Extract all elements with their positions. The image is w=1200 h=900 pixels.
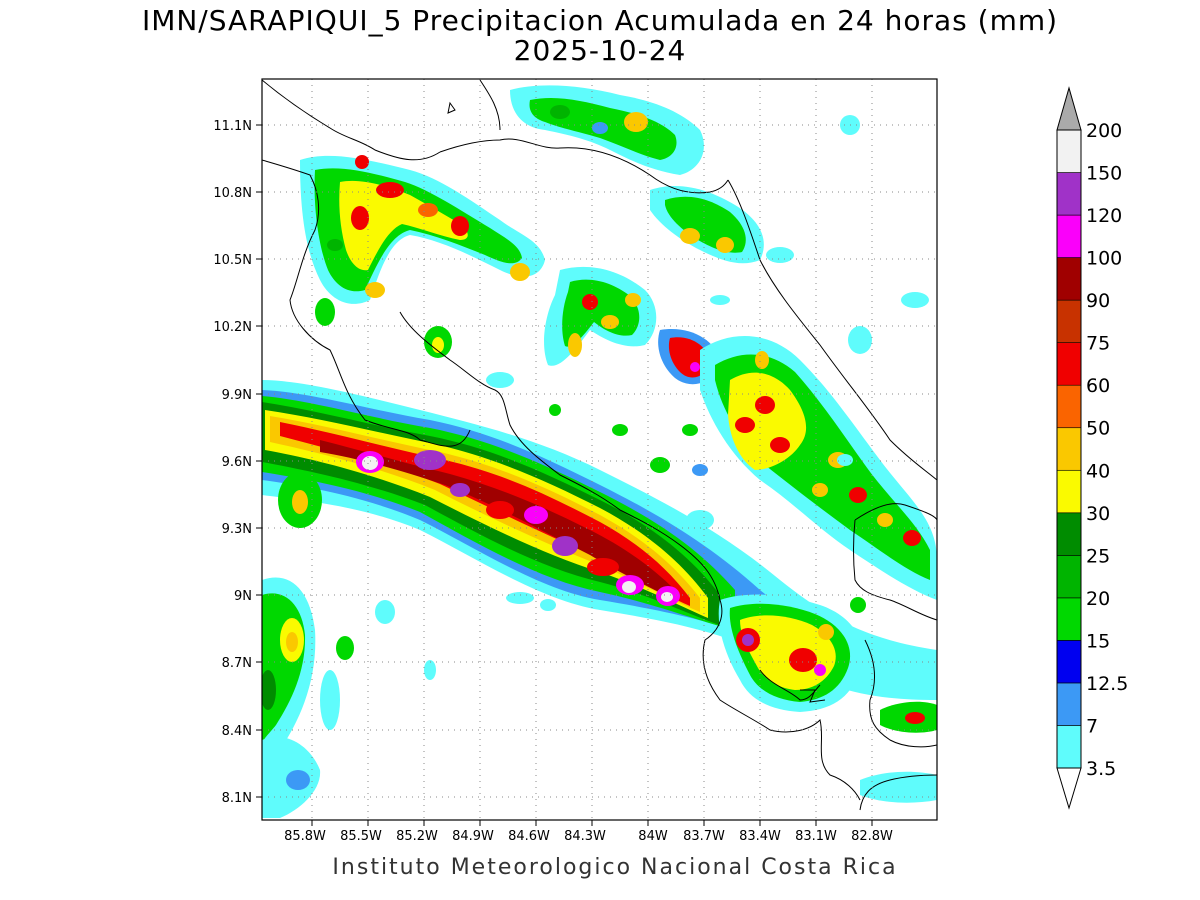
colorbar-label: 20 [1086,588,1110,610]
latitude-labels: 11.1N 10.8N 10.5N 10.2N 9.9N 9.6N 9.3N 9… [213,119,252,806]
colorbar-band [1056,342,1082,386]
central-north-cells [315,263,720,385]
colorbar-band [1056,384,1082,429]
colorbar-label: 200 [1086,120,1122,142]
axis-ticks [256,124,873,826]
map-title: IMN/SARAPIQUI_5 Precipitacion Acumulada … [141,4,1059,37]
map-date: 2025-10-24 [513,34,687,67]
lat-label: 10.2N [213,320,252,335]
colorbar-label: 120 [1086,205,1122,227]
colorbar-max-arrow [1056,86,1082,131]
lon-label: 83.1W [795,829,837,844]
lon-label: 84.3W [564,829,606,844]
lat-label: 8.1N [222,791,252,806]
colorbar-legend: 3.5 7 12.5 15 20 25 30 40 50 60 75 90 100 120 150 200 [1056,86,1128,810]
scattered-rain-cells [424,115,929,680]
lat-label: 10.5N [213,253,252,268]
colorbar-label: 30 [1086,503,1110,525]
lat-label: 9N [234,589,252,604]
lat-label: 9.3N [222,522,252,537]
lon-label: 85.2W [396,829,438,844]
map-frame [261,78,938,821]
southeast-rain-cluster [718,594,937,803]
colorbar-label: 15 [1086,630,1110,652]
lon-label: 83.7W [683,829,725,844]
colorbar-band [1056,427,1082,471]
lon-label: 84.9W [452,829,494,844]
lon-label: 84W [638,829,668,844]
lon-label: 82.8W [851,829,893,844]
colorbar-label: 150 [1086,163,1122,185]
lat-label: 8.4N [222,724,252,739]
country-borders [262,79,937,811]
lat-label: 9.6N [222,455,252,470]
longitude-labels: 85.8W 85.5W 85.2W 84.9W 84.6W 84.3W 84W … [284,829,893,844]
precipitation-field [262,85,937,818]
colorbar-label: 60 [1086,375,1110,397]
colorbar-outline [1056,129,1082,769]
colorbar-label: 100 [1086,248,1122,270]
colorbar-band [1056,512,1082,556]
lon-label: 85.8W [284,829,326,844]
colorbar-band [1056,682,1082,726]
colorbar-label: 3.5 [1086,758,1116,780]
colorbar-band [1056,469,1082,514]
colorbar-band [1056,257,1082,301]
lon-label: 84.6W [508,829,550,844]
colorbar-label: 40 [1086,460,1110,482]
colorbar-label: 7 [1086,715,1098,737]
colorbar-band [1056,555,1082,599]
colorbar-label: 25 [1086,545,1110,567]
colorbar-band [1056,214,1082,258]
map-footer: Instituto Meteorologico Nacional Costa R… [332,855,898,880]
colorbar-band [1056,172,1082,216]
colorbar-label: 12.5 [1086,673,1128,695]
colorbar-min-arrow [1056,767,1082,810]
lat-label: 9.9N [222,388,252,403]
north-rain-cluster [510,85,764,264]
colorbar-band [1056,640,1082,684]
southwest-rain-cells [262,472,395,818]
lat-label: 8.7N [222,656,252,671]
colorbar-label: 90 [1086,290,1110,312]
colorbar-band [1056,129,1082,173]
lat-label: 10.8N [213,186,252,201]
lat-label: 11.1N [213,119,252,134]
lon-label: 85.5W [340,829,382,844]
colorbar-label: 75 [1086,333,1110,355]
colorbar-band [1056,597,1082,641]
colorbar-band [1056,299,1082,343]
caribbean-rain-cluster [700,336,937,600]
colorbar-band [1056,725,1082,769]
northwest-rain-cluster [300,155,545,304]
colorbar-label: 50 [1086,418,1110,440]
lon-label: 83.4W [739,829,781,844]
